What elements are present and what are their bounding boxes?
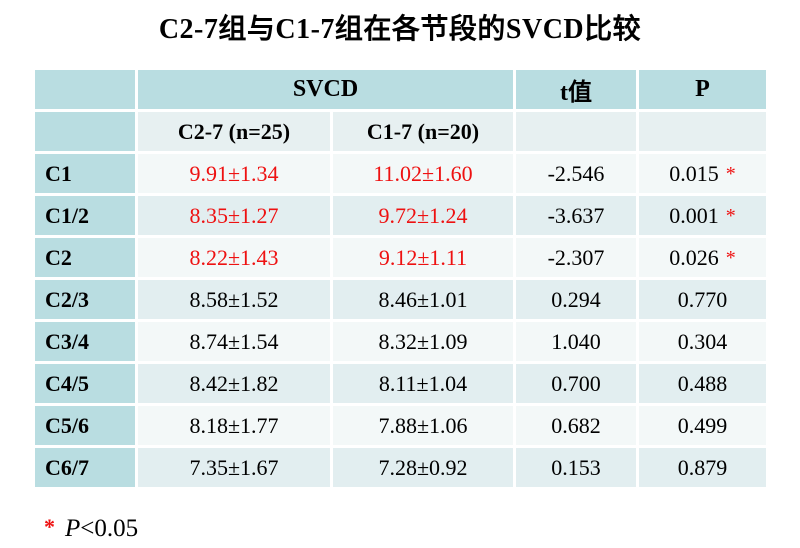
svcd-column-header: SVCD [138,70,513,109]
group1-value: 8.74±1.54 [138,322,330,361]
group1-value: 7.35±1.67 [138,448,330,487]
p-value-cell: 0.026 * [639,238,766,277]
t-value: -3.637 [516,196,636,235]
group1-value: 8.58±1.52 [138,280,330,319]
t-column-header: t值 [516,70,636,109]
p-value: 0.879 [677,454,728,480]
p-value: 0.770 [677,286,728,312]
t-value: 0.682 [516,406,636,445]
significance-asterisk: * [725,246,736,269]
p-value-cell: 0.770* [639,280,766,319]
p-value-cell: 0.488* [639,364,766,403]
group2-value: 8.11±1.04 [333,364,513,403]
group2-value: 7.28±0.92 [333,448,513,487]
group2-value: 9.72±1.24 [333,196,513,235]
group2-value: 7.88±1.06 [333,406,513,445]
svcd-comparison-table: SVCD t值 P C2-7 (n=25) C1-7 (n=20) C1 9.9… [32,67,769,490]
subheader-t-cell [516,112,636,151]
t-value: -2.307 [516,238,636,277]
p-value-cell: 0.015 * [639,154,766,193]
subheader-p-cell [639,112,766,151]
table-row: C3/4 8.74±1.54 8.32±1.09 1.040 0.304* [35,322,766,361]
group2-value: 8.46±1.01 [333,280,513,319]
group2-value: 8.32±1.09 [333,322,513,361]
segment-label: C1 [35,154,135,193]
group2-value: 11.02±1.60 [333,154,513,193]
group1-value: 9.91±1.34 [138,154,330,193]
t-value: 0.294 [516,280,636,319]
footnote-threshold: <0.05 [80,515,139,542]
table-row: C2 8.22±1.43 9.12±1.11 -2.307 0.026 * [35,238,766,277]
footnote-p-symbol: P [65,515,81,542]
segment-label: C3/4 [35,322,135,361]
p-value: 0.488 [677,370,728,396]
p-value: 0.026 [669,244,719,270]
group1-value: 8.18±1.77 [138,406,330,445]
table-subheader-row: C2-7 (n=25) C1-7 (n=20) [35,112,766,151]
significance-asterisk: * [44,514,55,539]
p-value-cell: 0.304* [639,322,766,361]
segment-label: C2/3 [35,280,135,319]
table-body: C1 9.91±1.34 11.02±1.60 -2.546 0.015 * C1… [35,154,766,487]
page-title: C2-7组与C1-7组在各节段的SVCD比较 [158,14,642,45]
t-value: 0.700 [516,364,636,403]
corner-cell [35,70,135,109]
p-value: 0.304 [677,328,728,354]
t-value: -2.546 [516,154,636,193]
subheader-corner-cell [35,112,135,151]
p-value-cell: 0.879* [639,448,766,487]
group2-value: 9.12±1.11 [333,238,513,277]
p-value: 0.015 [669,160,719,186]
group1-value: 8.42±1.82 [138,364,330,403]
segment-label: C6/7 [35,448,135,487]
p-column-header: P [639,70,766,109]
table-row: C1 9.91±1.34 11.02±1.60 -2.546 0.015 * [35,154,766,193]
segment-label: C4/5 [35,364,135,403]
p-value: 0.499 [677,412,728,438]
table-row: C4/5 8.42±1.82 8.11±1.04 0.700 0.488* [35,364,766,403]
table-row: C6/7 7.35±1.67 7.28±0.92 0.153 0.879* [35,448,766,487]
table-row: C2/3 8.58±1.52 8.46±1.01 0.294 0.770* [35,280,766,319]
p-value-cell: 0.001 * [639,196,766,235]
table-row: C5/6 8.18±1.77 7.88±1.06 0.682 0.499* [35,406,766,445]
group1-header: C2-7 (n=25) [138,112,330,151]
group2-header: C1-7 (n=20) [333,112,513,151]
group1-value: 8.35±1.27 [138,196,330,235]
table-row: C1/2 8.35±1.27 9.72±1.24 -3.637 0.001 * [35,196,766,235]
segment-label: C2 [35,238,135,277]
segment-label: C1/2 [35,196,135,235]
table-header-row: SVCD t值 P [35,70,766,109]
p-value-cell: 0.499* [639,406,766,445]
group1-value: 8.22±1.43 [138,238,330,277]
t-value: 1.040 [516,322,636,361]
t-value: 0.153 [516,448,636,487]
footnote: * P<0.05 [44,514,800,543]
p-value: 0.001 [669,202,719,228]
significance-asterisk: * [725,162,736,185]
segment-label: C5/6 [35,406,135,445]
significance-asterisk: * [725,204,736,227]
